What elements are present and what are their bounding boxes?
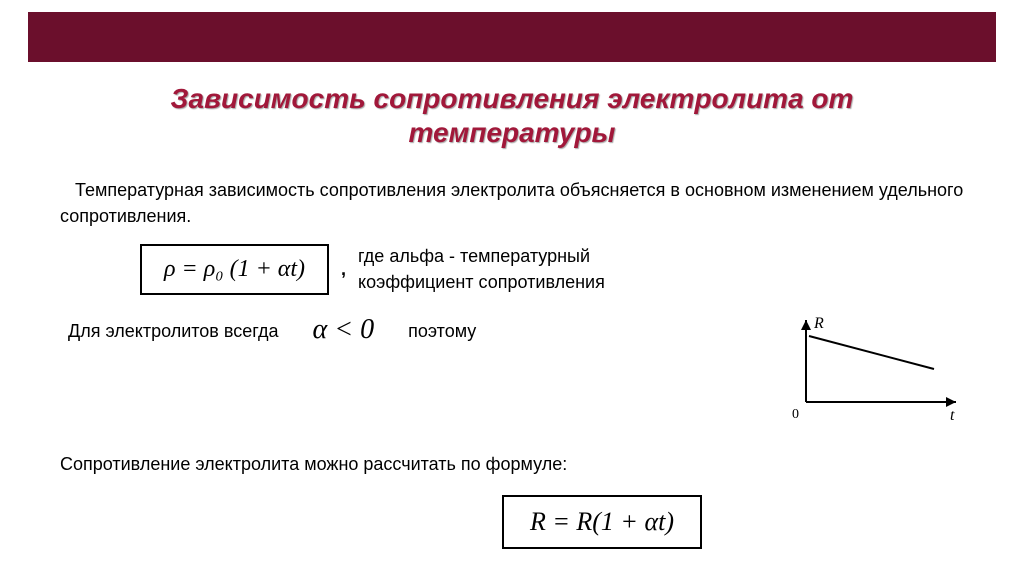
alpha-condition: α < 0 [313,314,375,346]
title-line1: Зависимость сопротивления электролита от [171,83,854,114]
where-line2: коэффициент сопротивления [358,272,605,292]
intro-paragraph: Температурная зависимость сопротивления … [60,177,964,229]
rt-graph: Rt 0 [784,314,964,429]
slide-title: Зависимость сопротивления электролита от… [60,82,964,149]
intro-text: Температурная зависимость сопротивления … [60,180,963,226]
title-line2: температуры [409,117,616,148]
for-electrolytes-text: Для электролитов всегда [60,314,279,344]
therefore-text: поэтому [408,314,476,344]
resistance-formula: R = R(1 + αt) [502,495,702,549]
where-text: где альфа - температурный коэффициент со… [358,243,605,295]
top-bar [28,12,996,62]
comma: , [341,256,346,282]
svg-text:0: 0 [792,407,799,422]
where-line1: где альфа - температурный [358,246,590,266]
svg-text:t: t [950,407,955,424]
resistivity-formula: ρ = ρ₀ (1 + αt) [140,244,329,295]
svg-text:R: R [813,315,824,332]
graph-svg: Rt 0 [784,314,964,424]
formula2-row: R = R(1 + αt) [60,495,964,549]
formula2-intro: Сопротивление электролита можно рассчита… [60,451,964,477]
slide-content: Зависимость сопротивления электролита от… [0,62,1024,549]
formula-row-1: ρ = ρ₀ (1 + αt) , где альфа - температур… [60,243,964,295]
alpha-row: Для электролитов всегда α < 0 поэтому Rt… [60,314,964,429]
